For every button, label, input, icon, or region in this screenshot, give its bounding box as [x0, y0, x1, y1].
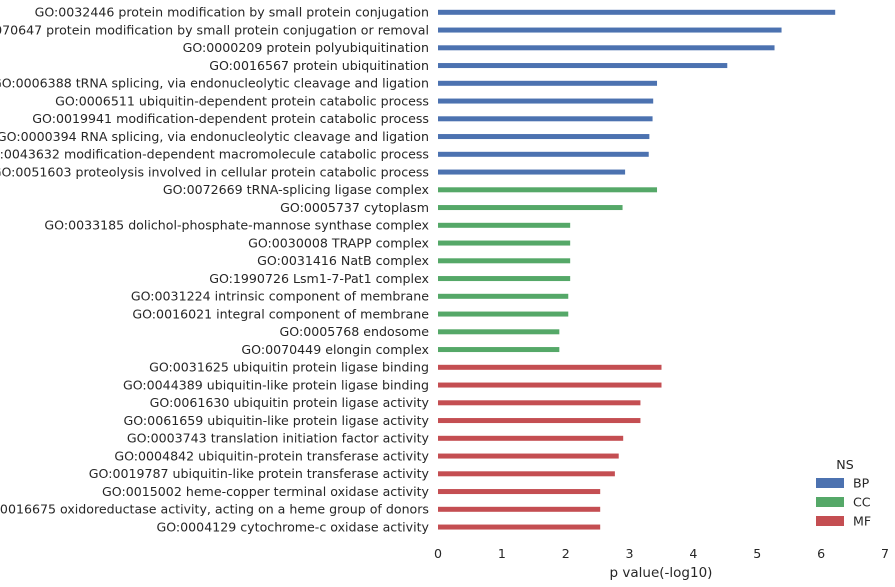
category-label: GO:0003743 translation initiation factor…	[127, 431, 430, 446]
bar	[438, 400, 641, 406]
category-label: GO:0019787 ubiquitin-like protein transf…	[89, 466, 430, 481]
bars-group	[438, 9, 836, 530]
category-label: GO:0016675 oxidoreductase activity, acti…	[0, 502, 429, 517]
bar	[438, 435, 624, 441]
category-label: GO:0006511 ubiquitin-dependent protein c…	[55, 93, 429, 108]
category-label: GO:0033185 dolichol-phosphate-mannose sy…	[44, 218, 429, 233]
category-label: GO:0070647 protein modification by small…	[0, 22, 429, 37]
category-label: GO:0051603 proteolysis involved in cellu…	[0, 164, 429, 179]
category-label: GO:0016021 integral component of membran…	[132, 306, 429, 321]
category-label: GO:0031625 ubiquitin protein ligase bind…	[149, 360, 429, 375]
bar	[438, 258, 571, 264]
category-label: GO:1990726 Lsm1-7-Pat1 complex	[209, 271, 429, 286]
category-label: GO:0070449 elongin complex	[241, 342, 429, 357]
bar	[438, 524, 601, 530]
legend-title: NS	[836, 457, 853, 472]
legend-swatch	[816, 497, 844, 507]
bar	[438, 364, 662, 370]
x-tick-label: 7	[881, 546, 889, 561]
bar	[438, 116, 653, 122]
category-label: GO:0044389 ubiquitin-like protein ligase…	[123, 377, 429, 392]
category-label: GO:0015002 heme-copper terminal oxidase …	[102, 484, 429, 499]
category-labels: GO:0032446 protein modification by small…	[0, 5, 430, 535]
legend-entries: BP CC MF	[816, 476, 871, 529]
x-axis-title: p value(-log10)	[610, 565, 713, 581]
category-label: GO:0004129 cytochrome-c oxidase activity	[156, 519, 429, 534]
bar	[438, 134, 650, 140]
bar	[438, 506, 601, 512]
x-tick-label: 6	[817, 546, 825, 561]
bar	[438, 471, 615, 477]
category-label: GO:0031224 intrinsic component of membra…	[131, 289, 429, 304]
category-label: GO:0031416 NatB complex	[257, 253, 429, 268]
bar	[438, 453, 619, 459]
bar	[438, 27, 782, 33]
category-label: GO:0019941 modification-dependent protei…	[32, 111, 429, 126]
legend-label: CC	[853, 495, 871, 510]
bar	[438, 151, 649, 157]
bar	[438, 347, 560, 353]
legend-label: MF	[853, 514, 871, 529]
bar	[438, 80, 658, 86]
bar	[438, 240, 571, 246]
legend-swatch	[816, 516, 844, 526]
x-tick-label: 4	[689, 546, 697, 561]
bar	[438, 205, 623, 211]
legend: NS BP CC MF	[816, 457, 871, 529]
bar	[438, 293, 569, 299]
legend-swatch	[816, 478, 844, 488]
category-label: GO:0000209 protein polyubiquitination	[183, 40, 429, 55]
category-label: GO:0072669 tRNA-splicing ligase complex	[163, 182, 430, 197]
bar	[438, 45, 775, 51]
category-label: GO:0061630 ubiquitin protein ligase acti…	[150, 395, 430, 410]
bar	[438, 311, 569, 317]
bar	[438, 187, 658, 193]
bar	[438, 382, 662, 388]
bar	[438, 276, 571, 282]
x-tick-label: 0	[434, 546, 442, 561]
bar	[438, 169, 626, 175]
category-label: GO:0005737 cytoplasm	[280, 200, 429, 215]
bar	[438, 489, 601, 495]
category-label: GO:0005768 endosome	[280, 324, 430, 339]
x-tick-label: 5	[753, 546, 761, 561]
category-label: GO:0016567 protein ubiquitination	[209, 58, 429, 73]
category-label: GO:0030008 TRAPP complex	[248, 235, 429, 250]
x-tick-labels: 0 1 2 3 4 5 6 7	[434, 546, 889, 561]
legend-label: BP	[853, 476, 870, 491]
category-label: GO:0004842 ubiquitin-protein transferase…	[114, 448, 429, 463]
x-tick-label: 2	[562, 546, 570, 561]
bar	[438, 9, 836, 15]
bar	[438, 329, 560, 335]
x-tick-label: 3	[626, 546, 634, 561]
category-label: GO:0043632 modification-dependent macrom…	[0, 147, 429, 162]
category-label: GO:0000394 RNA splicing, via endonucleol…	[0, 129, 429, 144]
category-label: GO:0032446 protein modification by small…	[35, 5, 429, 20]
bar	[438, 63, 728, 69]
bar	[438, 418, 641, 424]
category-label: GO:0006388 tRNA splicing, via endonucleo…	[0, 76, 429, 91]
x-tick-label: 1	[498, 546, 506, 561]
bar	[438, 98, 654, 104]
bar	[438, 222, 571, 228]
category-label: GO:0061659 ubiquitin-like protein ligase…	[123, 413, 429, 428]
